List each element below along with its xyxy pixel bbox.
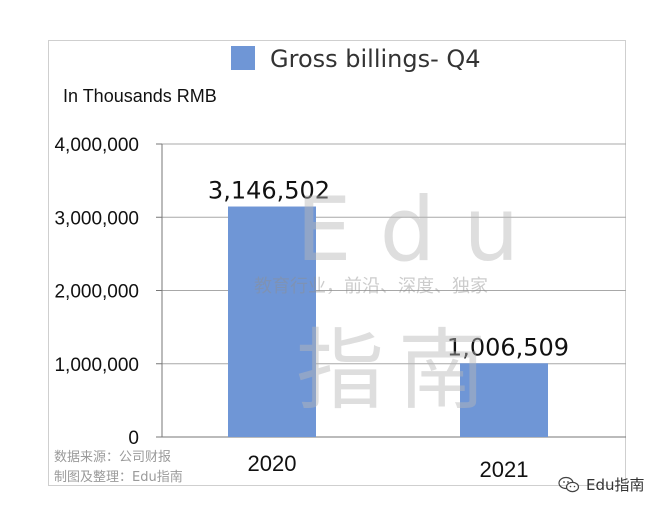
wechat-icon bbox=[558, 476, 580, 492]
x-tick-label: 2021 bbox=[480, 457, 529, 482]
brand-label: Edu指南 bbox=[586, 476, 645, 494]
data-label: 1,006,509 bbox=[447, 333, 569, 361]
brand-signature: Edu指南 bbox=[558, 474, 645, 495]
y-tick-label: 0 bbox=[128, 428, 139, 449]
bar bbox=[460, 363, 548, 437]
source-note: 数据来源：公司财报 制图及整理：Edu指南 bbox=[54, 448, 183, 488]
y-tick-label: 4,000,000 bbox=[54, 135, 139, 156]
y-tick-label: 3,000,000 bbox=[54, 208, 139, 229]
x-tick-label: 2020 bbox=[248, 451, 297, 476]
y-tick-label: 1,000,000 bbox=[54, 355, 139, 376]
data-label: 3,146,502 bbox=[208, 177, 330, 205]
source-line-1: 数据来源：公司财报 bbox=[54, 450, 172, 465]
chart-title: Gross billings- Q4 bbox=[270, 45, 481, 73]
legend-swatch bbox=[231, 46, 255, 70]
y-tick-label: 2,000,000 bbox=[54, 282, 139, 303]
bar bbox=[228, 206, 316, 437]
source-line-2: 制图及整理：Edu指南 bbox=[54, 470, 183, 485]
unit-note: In Thousands RMB bbox=[63, 86, 217, 106]
